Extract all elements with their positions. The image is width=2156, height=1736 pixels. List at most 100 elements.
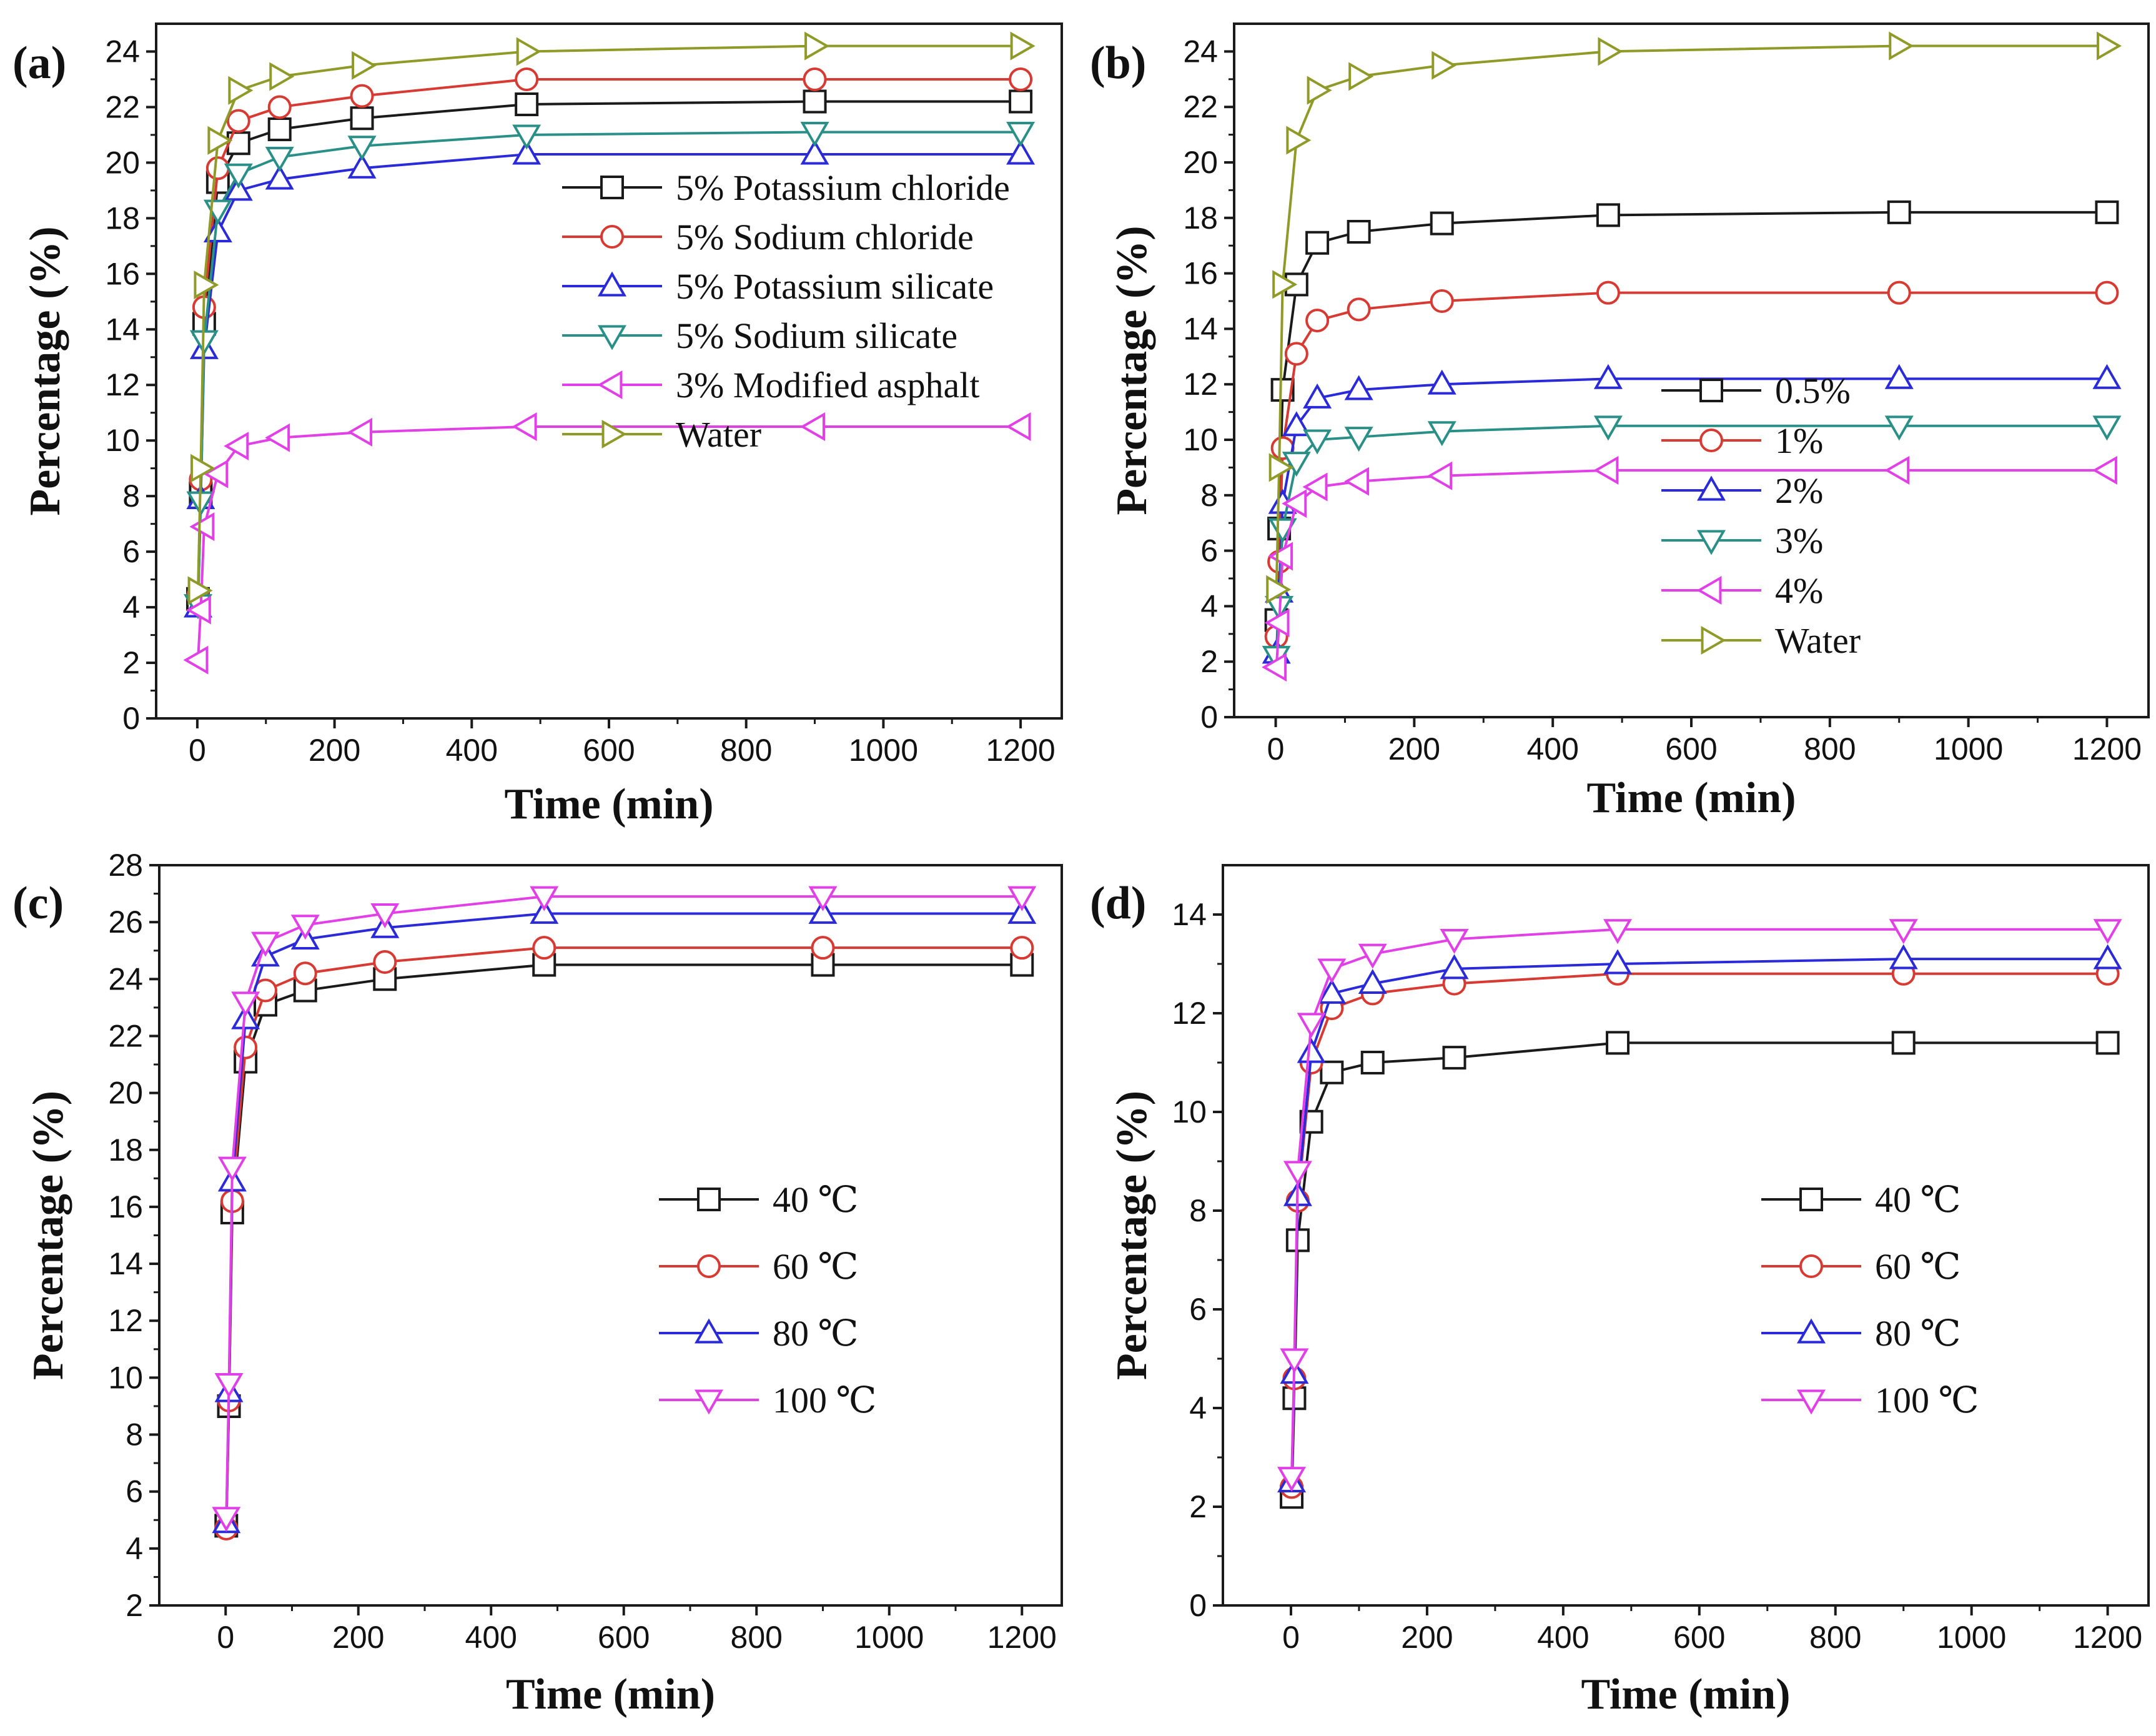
legend-marker (600, 176, 624, 199)
y-tick-label: 8 (1189, 1193, 1207, 1228)
y-tick-label: 12 (105, 367, 140, 402)
data-point (265, 164, 294, 190)
data-point (1593, 364, 1623, 389)
data-point (1282, 452, 1311, 477)
data-point (1007, 886, 1037, 911)
legend-marker (600, 225, 624, 249)
data-point (347, 136, 377, 161)
x-tick-label: 400 (1537, 1620, 1589, 1655)
data-point (1593, 415, 1623, 441)
data-point (1348, 62, 1374, 91)
data-point (185, 595, 211, 625)
data-point (804, 31, 830, 61)
data-point (811, 936, 835, 960)
data-point (1603, 919, 1633, 945)
series-line (1275, 211, 2107, 620)
y-tick-label: 22 (105, 89, 140, 124)
legend-label: 100 ℃ (773, 1380, 876, 1421)
data-point (2093, 944, 2122, 970)
data-point (512, 412, 537, 441)
series-3 (1277, 919, 2122, 1492)
data-point (1302, 472, 1328, 502)
legend-marker (597, 271, 627, 297)
series-2 (1277, 944, 2122, 1492)
data-point (205, 156, 230, 181)
y-tick-label: 8 (1200, 478, 1218, 513)
data-point (1427, 369, 1456, 395)
y-tick-label: 14 (1172, 897, 1207, 932)
data-point (203, 217, 232, 243)
legend-marker (1699, 429, 1723, 452)
data-point (800, 139, 829, 165)
legend-marker (694, 1389, 724, 1415)
data-point (290, 915, 320, 940)
chart-panel-d: 0 200 400 600 800 1000 1200 0 2 4 6 8 10 12 14 Time (mi… (1090, 864, 2150, 1719)
y-tick-label: 26 (108, 905, 143, 940)
data-point (1317, 958, 1347, 984)
data-point (1297, 1013, 1326, 1038)
y-tick-label: 24 (105, 34, 140, 69)
x-tick-label: 200 (309, 733, 360, 768)
x-tick-label: 600 (1673, 1620, 1725, 1655)
data-point (370, 903, 400, 929)
x-axis-title: Time (min) (1581, 1670, 1790, 1719)
data-point (347, 417, 372, 447)
data-point (265, 147, 294, 172)
series-line (1290, 972, 2108, 1487)
data-point (194, 270, 219, 300)
data-point (267, 95, 292, 119)
legend-marker (1796, 1318, 1826, 1344)
data-point (800, 122, 829, 147)
y-tick-label: 8 (126, 1417, 143, 1452)
legend-marker (697, 1254, 721, 1278)
y-axis-title: Percentage (%) (24, 1091, 72, 1380)
data-point (1440, 954, 1469, 980)
x-tick-label: 1200 (986, 733, 1055, 768)
series-line (1290, 1041, 2108, 1497)
data-point (1598, 37, 1623, 66)
data-point (1344, 467, 1370, 496)
legend-label: 5% Sodium chloride (676, 217, 974, 257)
x-tick-label: 1000 (1937, 1620, 2006, 1655)
panel-label: (a) (12, 37, 66, 89)
legend-marker (697, 1188, 721, 1211)
data-point (1282, 411, 1311, 437)
data-point (234, 1035, 258, 1059)
x-tick-label: 1200 (2072, 732, 2142, 766)
data-point (212, 1507, 241, 1532)
series-line (225, 912, 1022, 1523)
data-point (228, 76, 254, 105)
data-point (1010, 31, 1036, 61)
y-tick-label: 10 (1172, 1094, 1207, 1129)
data-point (267, 117, 292, 142)
data-point (1889, 31, 1914, 61)
x-tick-label: 800 (1809, 1620, 1861, 1655)
x-tick-label: 200 (1388, 732, 1440, 766)
y-tick-label: 0 (1200, 700, 1218, 735)
legend-marker (1701, 625, 1726, 655)
y-tick-label: 2 (122, 645, 140, 680)
series-line (225, 946, 1022, 1529)
data-point (217, 1156, 247, 1182)
data-point (1272, 270, 1298, 299)
series-2 (212, 898, 1037, 1534)
y-tick-label: 24 (1183, 34, 1218, 69)
y-tick-label: 10 (105, 423, 140, 458)
data-point (2095, 280, 2119, 305)
data-point (347, 153, 377, 179)
x-tick-label: 400 (465, 1620, 517, 1655)
y-tick-label: 6 (1189, 1292, 1207, 1327)
data-point (808, 898, 838, 924)
data-point (1358, 943, 1387, 969)
data-point (515, 67, 539, 91)
data-point (203, 459, 229, 489)
data-point (1358, 969, 1387, 994)
data-point (1430, 211, 1454, 236)
plot-frame (1222, 864, 2150, 1607)
data-point (1596, 280, 1620, 305)
legend-marker (694, 1318, 724, 1344)
data-point (265, 423, 290, 452)
legend-label: 4% (1775, 570, 1823, 611)
series-line (1275, 291, 2107, 637)
